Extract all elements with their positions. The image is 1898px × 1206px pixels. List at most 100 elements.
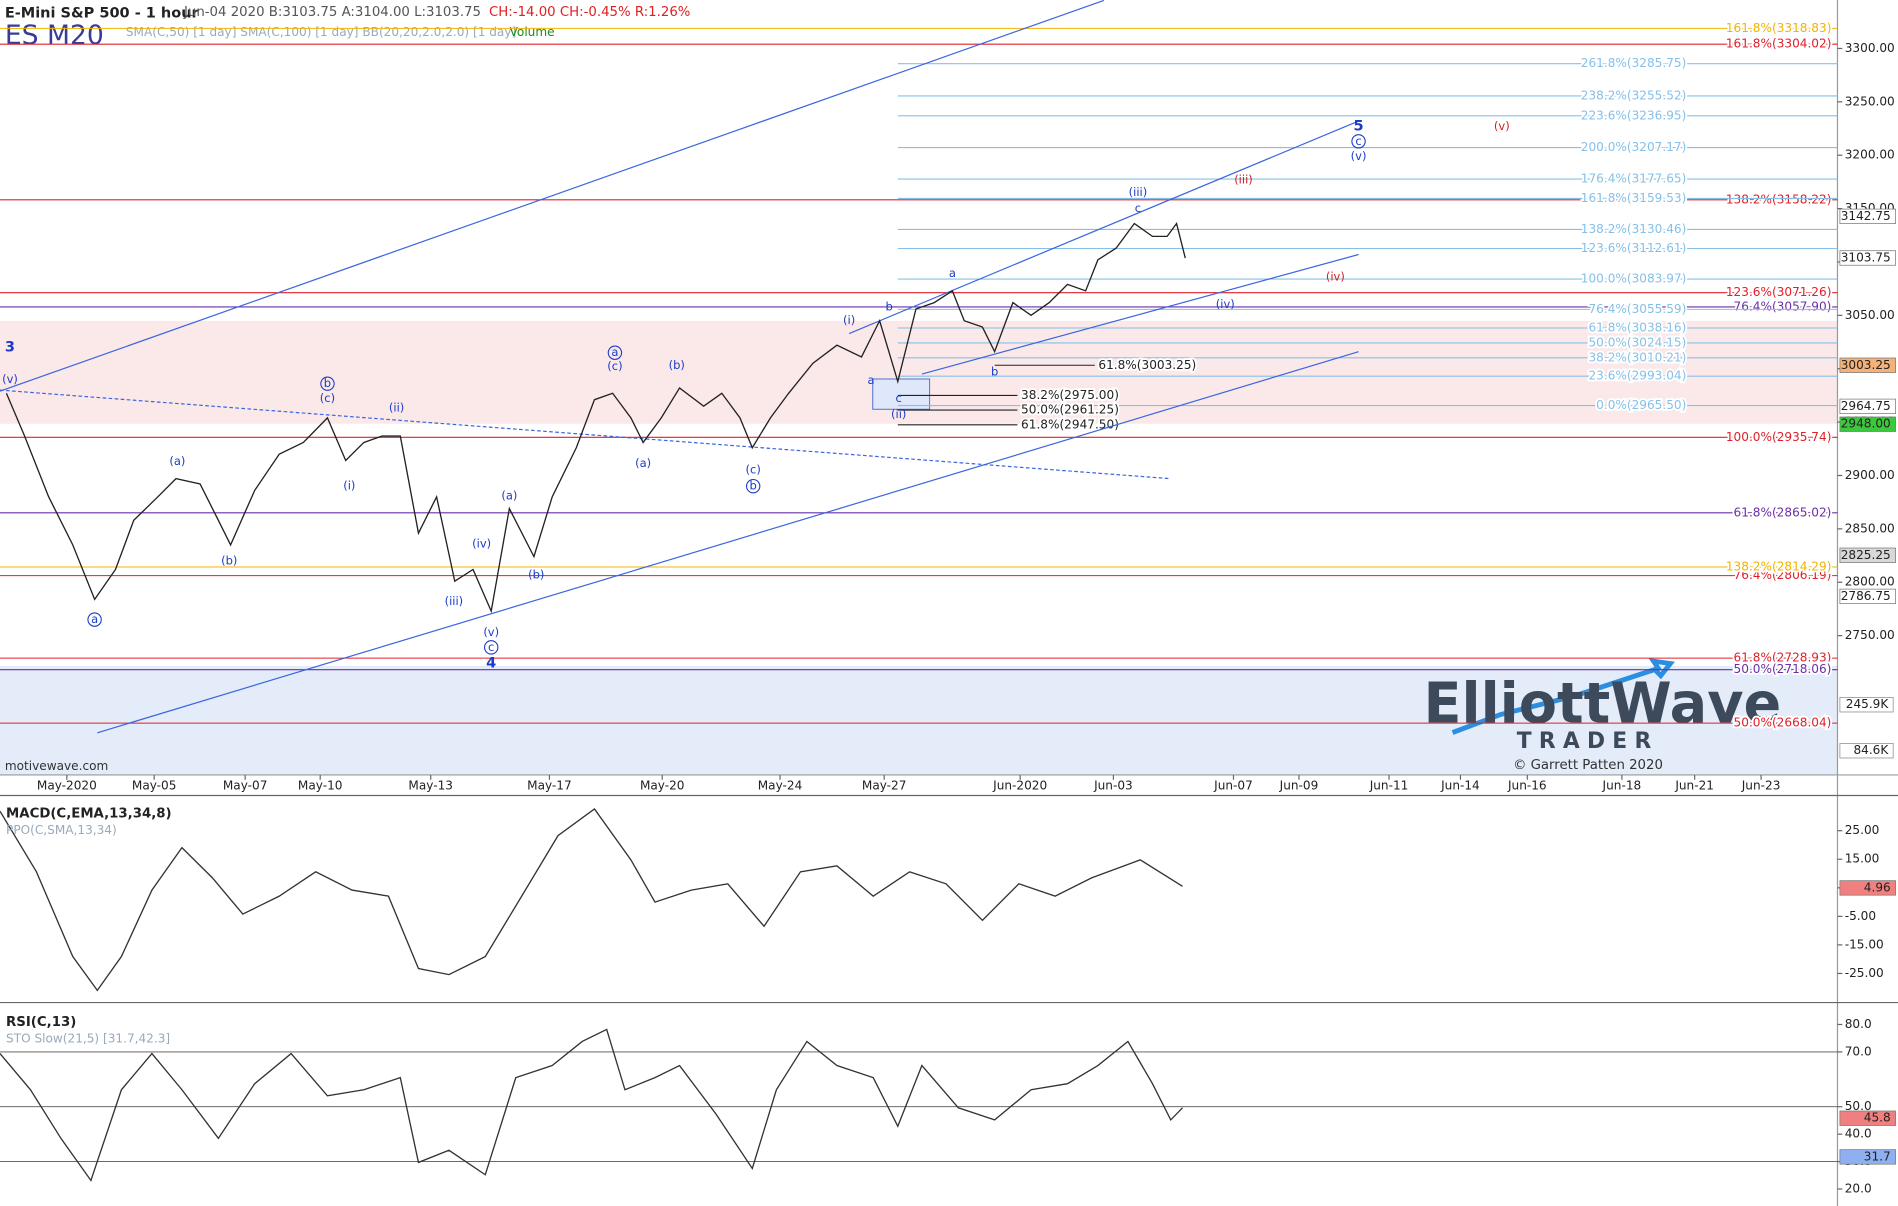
- y-tick-label: 15.00: [1845, 852, 1880, 866]
- wave-label: (iv): [1216, 297, 1235, 311]
- wave-label: 4: [486, 655, 496, 671]
- x-tick-label: Jun-14: [1440, 778, 1480, 792]
- x-tick-label: Jun-2020: [992, 778, 1047, 792]
- fib-label: 138.2%(2814.29): [1726, 559, 1832, 573]
- wave-label: (v): [2, 372, 18, 386]
- fib-label: 61.8%(2728.93): [1734, 651, 1832, 665]
- y-tick-label: 3250.00: [1845, 94, 1895, 108]
- volume-tick-label: 245.9K: [1846, 697, 1890, 711]
- quote: Jun-04 2020 B:3103.75 A:3104.00 L:3103.7…: [183, 5, 481, 20]
- x-tick-label: May-05: [132, 778, 177, 792]
- x-tick-label: May-27: [862, 778, 907, 792]
- fib-label: 61.8%(3003.25): [1098, 358, 1196, 372]
- fib-label: 0.0%(2965.50): [1596, 398, 1686, 412]
- x-tick-label: May-13: [408, 778, 453, 792]
- fib-label: 23.6%(2993.04): [1588, 369, 1686, 383]
- fib-label: 161.8%(3159.53): [1581, 191, 1687, 205]
- wave-label: (iv): [1326, 269, 1345, 283]
- x-tick-label: May-24: [758, 778, 803, 792]
- price-tag-label: 3103.75: [1841, 250, 1891, 264]
- wave-label: (c): [320, 391, 335, 405]
- wave-label: c: [896, 391, 902, 405]
- panel-title: MACD(C,EMA,13,34,8): [6, 807, 172, 822]
- x-tick-label: May-20: [640, 778, 685, 792]
- price-tag: [1839, 547, 1896, 563]
- wave-circle: [484, 640, 499, 655]
- fib-label: 50.0%(3024.15): [1588, 335, 1686, 349]
- wave-label: (a): [501, 488, 517, 502]
- y-tick-label: -5.00: [1845, 909, 1876, 923]
- price-line: [0, 1028, 1183, 1182]
- wave-label: (v): [483, 625, 499, 639]
- fib-label: 161.8%(3304.02): [1726, 37, 1832, 51]
- y-tick-label: 50.0: [1845, 1099, 1872, 1113]
- fib-label: 123.6%(3112.61): [1581, 241, 1687, 255]
- price-tag-label: 4.96: [1864, 880, 1891, 894]
- y-tick-label: 2900.00: [1845, 468, 1895, 482]
- price-line: [5, 221, 1186, 614]
- wave-label: (iii): [1129, 185, 1148, 199]
- wave-label: (ii): [389, 401, 404, 415]
- wave-label: (i): [343, 479, 355, 493]
- logo-arrow: [1451, 657, 1675, 735]
- price-tag: [1839, 398, 1896, 414]
- wave-label: c: [1135, 201, 1141, 215]
- y-tick-label: 80.0: [1845, 1017, 1872, 1031]
- wave-label: (v): [1351, 149, 1367, 163]
- price-tag-label: 3003.25: [1841, 358, 1891, 372]
- price-line: [0, 808, 1183, 992]
- wave-label: a: [867, 373, 874, 387]
- price-tag-label: 2964.75: [1841, 399, 1891, 413]
- y-tick-label: -25.00: [1845, 966, 1884, 980]
- wave-circle: [745, 478, 761, 494]
- wave-label: (c): [607, 359, 622, 373]
- source: motivewave.com: [5, 759, 108, 773]
- wave-label: 3: [5, 339, 15, 355]
- wave-label: b: [991, 364, 998, 378]
- price-tag-label: 2948.00: [1841, 417, 1891, 431]
- wave-label: (ii): [891, 407, 906, 421]
- price-tag: [1839, 250, 1896, 266]
- wave-label: b: [324, 376, 331, 390]
- wave-label: (v): [1494, 119, 1510, 133]
- price-tag-label: 3142.75: [1841, 209, 1891, 223]
- wave-label: 5: [1353, 118, 1363, 134]
- y-tick-label: 3050.00: [1845, 308, 1895, 322]
- fib-label: 123.6%(3071.26): [1726, 285, 1832, 299]
- price-tag-label: 45.8: [1864, 1111, 1891, 1125]
- y-tick-label: 2850.00: [1845, 521, 1895, 535]
- x-tick-label: Jun-23: [1741, 778, 1781, 792]
- change: CH:-14.00 CH:-0.45% R:1.26%: [489, 5, 690, 20]
- wave-label: c: [488, 640, 494, 654]
- price-tag: [1839, 1110, 1896, 1126]
- x-tick-label: May-10: [298, 778, 343, 792]
- trend-line: [0, 389, 1171, 480]
- wave-label: (b): [221, 553, 237, 567]
- fib-label: 61.8%(2865.02): [1734, 505, 1832, 519]
- y-tick-label: 25.00: [1845, 823, 1880, 837]
- fib-label: 200.0%(3207.17): [1581, 140, 1687, 154]
- fib-label: 76.4%(3055.59): [1588, 302, 1686, 316]
- wave-circle: [607, 345, 623, 360]
- copyright: © Garrett Patten 2020: [1513, 758, 1663, 773]
- x-tick-label: May-2020: [37, 778, 97, 792]
- fib-label: 238.2%(3255.52): [1581, 88, 1687, 102]
- price-tag: [1839, 357, 1896, 373]
- panel-title: RSI(C,13): [6, 1015, 76, 1030]
- wave-label: (b): [528, 567, 544, 581]
- wave-label: b: [750, 479, 757, 493]
- wave-label: a: [611, 345, 618, 359]
- fib-label: 138.2%(3130.46): [1581, 222, 1687, 236]
- x-tick-label: Jun-03: [1093, 778, 1133, 792]
- x-tick-label: Jun-09: [1279, 778, 1319, 792]
- x-tick-label: Jun-18: [1602, 778, 1642, 792]
- wave-label: (c): [746, 463, 761, 477]
- trend-line: [0, 0, 1105, 392]
- price-tag: [1839, 588, 1896, 605]
- wave-label: (a): [635, 456, 651, 470]
- fib-label: 38.2%(3010.21): [1588, 350, 1686, 364]
- fib-label: 50.0%(2961.25): [1021, 403, 1119, 417]
- fib-label: 100.0%(3083.97): [1581, 272, 1687, 286]
- wave-label: a: [949, 266, 956, 280]
